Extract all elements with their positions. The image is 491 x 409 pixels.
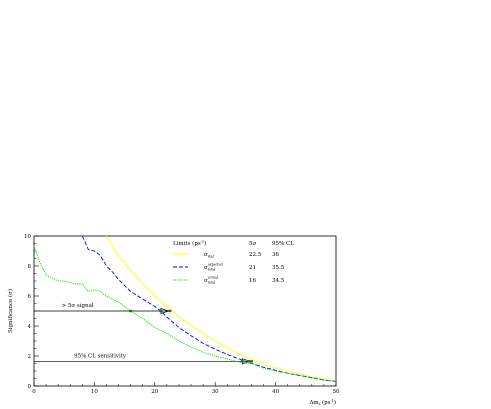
series-line-0 — [106, 235, 337, 382]
legend-header-limits-sup: -1 — [201, 240, 204, 244]
y-tick-label: 2 — [28, 354, 32, 360]
x-axis-label-main: Δm — [309, 400, 319, 406]
legend-label-superscript: actual — [208, 276, 218, 280]
series-line-1 — [81, 235, 337, 382]
x-tick-label: 20 — [151, 389, 158, 395]
legend-value-95cl: 35.5 — [272, 265, 285, 271]
legend-value-95cl: 36 — [272, 252, 279, 258]
y-tick-label: 6 — [28, 294, 32, 300]
y-axis-label: Significance (σ) — [7, 289, 14, 333]
x-axis-label-unit-close: ) — [334, 399, 336, 406]
legend-label-subscript: total — [208, 281, 215, 285]
legend-label: σtotal — [204, 278, 215, 285]
y-tick-label: 10 — [24, 234, 31, 240]
limit-marker — [246, 360, 250, 363]
legend-label-superscript: expected — [208, 263, 223, 267]
x-axis-label-unit-sup: -1 — [330, 399, 333, 403]
legend-header-95cl: 95% CL — [272, 241, 294, 247]
x-tick-label: 30 — [212, 389, 219, 395]
annotation-label: 95% CL sensitivity — [74, 353, 127, 359]
limit-marker — [249, 360, 253, 363]
legend-header-limits-close: ) — [204, 240, 206, 247]
legend: Limits (ps-1) 5σ 95% CL — [173, 240, 294, 247]
data-series — [33, 235, 337, 382]
y-tick-label: 4 — [28, 324, 32, 330]
series-line-2 — [33, 246, 337, 382]
axis-ticks: 0 10 20 30 40 50 0 2 4 6 8 10 — [24, 234, 340, 395]
limit-marker — [240, 360, 244, 363]
legend-label-subscript: total — [208, 268, 215, 272]
limit-marker — [129, 309, 133, 313]
legend-label-subscript: stat — [208, 255, 215, 259]
legend-header-limits-text: Limits (ps — [173, 240, 201, 247]
limit-marker — [159, 309, 163, 313]
legend-label: σstat — [204, 252, 215, 259]
y-tick-label: 0 — [28, 384, 32, 390]
x-tick-label: 40 — [272, 389, 279, 395]
legend-label-symbol: σ — [204, 278, 208, 284]
legend-value-5sigma: 16 — [249, 278, 256, 284]
legend-label: σtotal — [204, 265, 215, 272]
legend-value-95cl: 34.5 — [272, 278, 285, 284]
legend-value-5sigma: 21 — [249, 265, 256, 271]
x-tick-label: 50 — [333, 389, 340, 395]
legend-header-5sigma: 5σ — [249, 241, 256, 247]
x-axis-label-sub: s — [319, 402, 321, 406]
y-tick-label: 8 — [28, 264, 32, 270]
x-axis-label: Δms (ps-1) — [309, 399, 336, 406]
legend-header-limits: Limits (ps-1) — [173, 240, 206, 247]
limit-marker — [168, 309, 172, 313]
legend-label-symbol: σ — [204, 265, 208, 271]
annotation-lines: > 5σ signal 95% CL sensitivity — [34, 303, 252, 365]
legend-label-symbol: σ — [204, 252, 208, 258]
legend-value-5sigma: 22.5 — [249, 252, 262, 258]
x-tick-label: 10 — [91, 389, 98, 395]
annotation-label: > 5σ signal — [62, 303, 94, 309]
x-tick-label: 0 — [32, 389, 36, 395]
x-axis-label-unit: (ps — [322, 399, 331, 406]
